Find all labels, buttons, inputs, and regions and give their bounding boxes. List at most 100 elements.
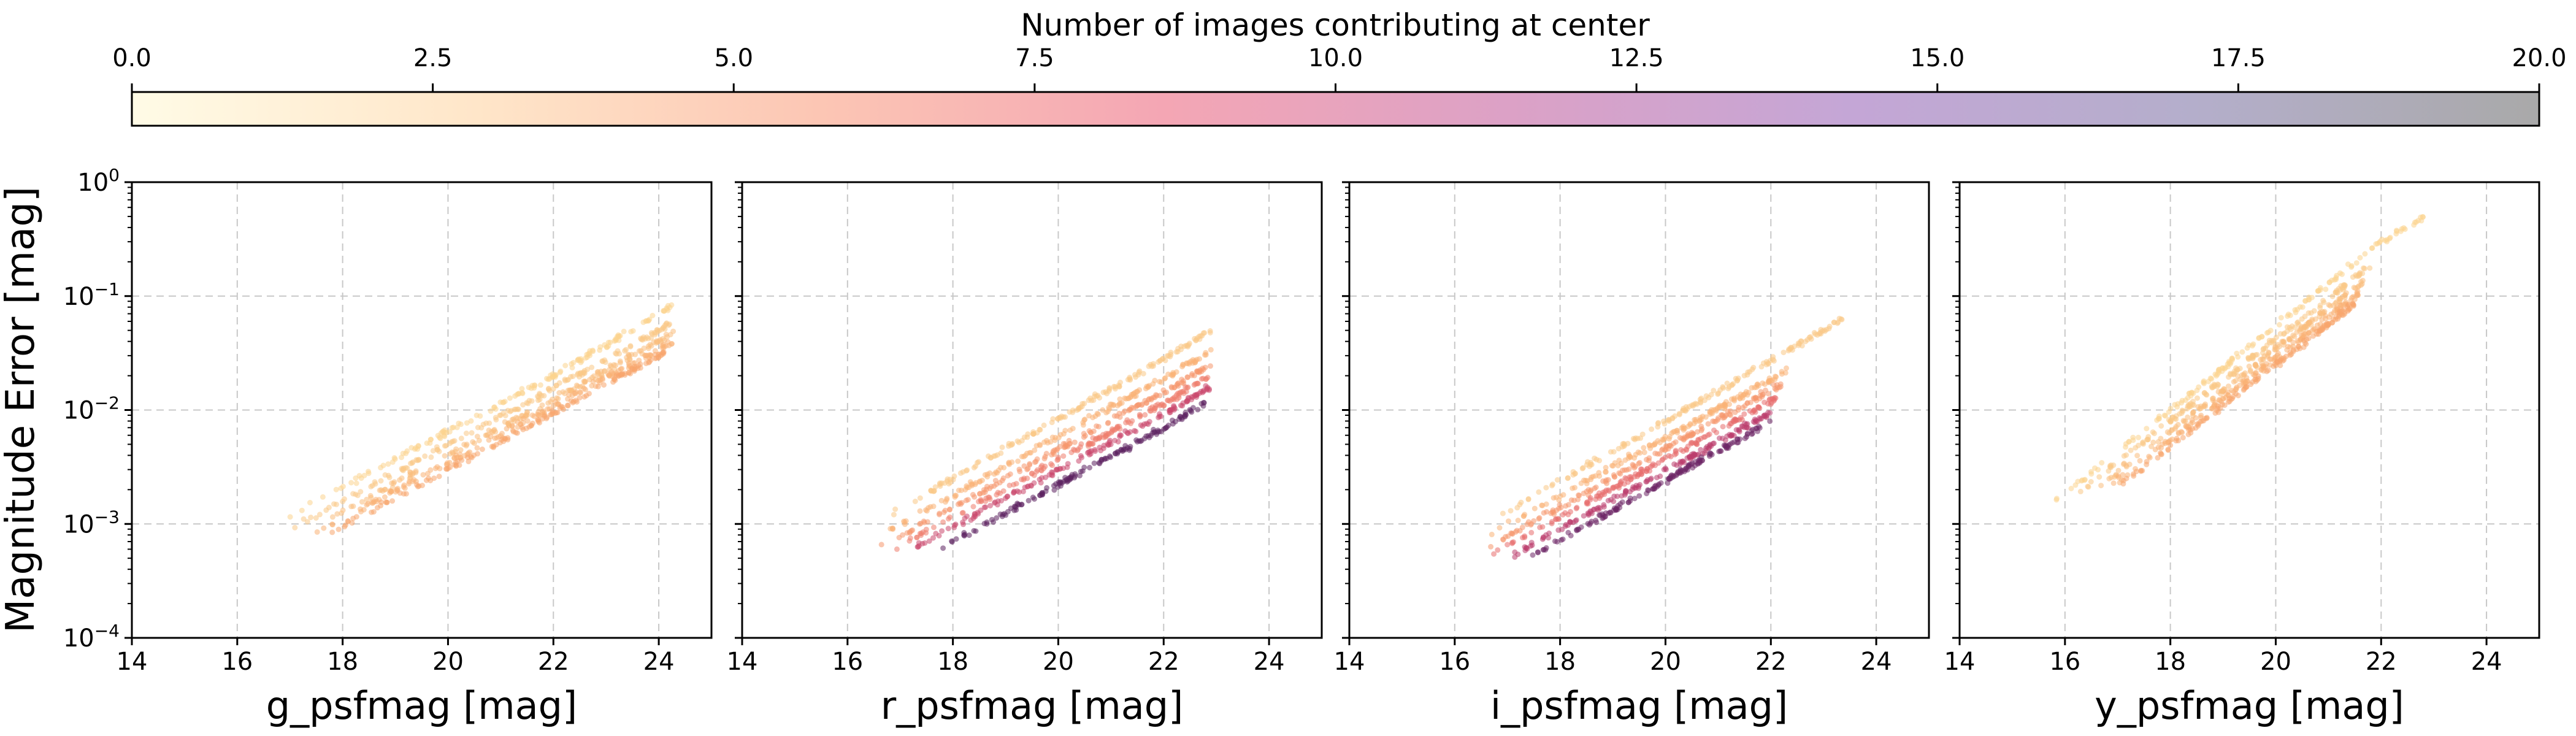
data-point bbox=[442, 453, 448, 459]
data-point bbox=[2189, 417, 2195, 423]
data-point bbox=[2350, 303, 2356, 309]
data-point bbox=[2264, 330, 2270, 336]
data-point bbox=[292, 524, 298, 531]
data-point bbox=[1587, 461, 1593, 467]
data-point bbox=[2333, 289, 2339, 296]
data-point bbox=[2075, 478, 2081, 485]
data-point bbox=[1109, 401, 1115, 407]
data-point bbox=[483, 420, 489, 426]
data-point bbox=[1630, 486, 1636, 493]
data-point bbox=[1171, 385, 1178, 390]
data-point bbox=[2287, 312, 2293, 318]
data-point bbox=[1834, 320, 1841, 326]
data-point bbox=[2294, 329, 2300, 335]
data-point bbox=[994, 515, 1000, 521]
data-point bbox=[2088, 471, 2095, 477]
data-point bbox=[287, 514, 293, 520]
data-point bbox=[2308, 322, 2314, 328]
data-point bbox=[1543, 547, 1549, 553]
data-point bbox=[1554, 539, 1560, 545]
data-point bbox=[1127, 376, 1133, 382]
data-point bbox=[2377, 239, 2383, 245]
data-point bbox=[1119, 448, 1125, 454]
data-point bbox=[468, 418, 474, 424]
data-point bbox=[546, 385, 552, 391]
data-point bbox=[1603, 464, 1609, 470]
data-point bbox=[1662, 454, 1668, 461]
data-point bbox=[1142, 412, 1148, 418]
data-point bbox=[1022, 485, 1028, 491]
data-point bbox=[1033, 469, 1040, 475]
data-point bbox=[509, 423, 515, 429]
data-point bbox=[1744, 431, 1750, 437]
data-point bbox=[1750, 395, 1757, 401]
data-point bbox=[1611, 472, 1617, 478]
data-point bbox=[540, 416, 546, 422]
data-point bbox=[569, 365, 575, 370]
data-point bbox=[2134, 453, 2141, 459]
data-point bbox=[1730, 381, 1736, 387]
data-point bbox=[2239, 349, 2245, 355]
data-point bbox=[558, 368, 564, 374]
data-point bbox=[1735, 439, 1741, 445]
data-point bbox=[1029, 470, 1035, 477]
data-point bbox=[1137, 412, 1143, 418]
data-point bbox=[2336, 286, 2342, 292]
data-point bbox=[435, 432, 441, 439]
data-point bbox=[497, 412, 503, 418]
data-point bbox=[661, 345, 667, 351]
panel-y: 14 16 18 20 22 24 y_psfmag [mag] bbox=[1944, 181, 2540, 728]
data-point bbox=[1760, 392, 1766, 398]
data-point bbox=[1760, 360, 1766, 366]
data-point bbox=[1116, 401, 1122, 407]
data-point bbox=[2233, 386, 2239, 392]
data-point bbox=[589, 364, 595, 370]
data-point bbox=[1593, 518, 1599, 523]
data-point bbox=[2195, 395, 2200, 401]
data-point bbox=[616, 351, 623, 357]
data-point bbox=[1676, 412, 1682, 418]
data-point bbox=[537, 382, 543, 388]
data-point bbox=[424, 440, 430, 447]
data-point bbox=[1117, 380, 1123, 385]
data-point bbox=[1203, 376, 1209, 382]
data-point bbox=[1186, 340, 1192, 347]
data-point bbox=[2220, 396, 2226, 402]
data-point bbox=[1116, 410, 1122, 416]
data-point bbox=[1129, 418, 1135, 424]
data-point bbox=[545, 400, 551, 406]
data-point bbox=[483, 432, 489, 439]
data-point bbox=[1749, 431, 1755, 437]
data-point bbox=[988, 454, 994, 461]
data-point bbox=[499, 431, 505, 437]
data-point bbox=[1741, 411, 1747, 417]
data-point bbox=[1049, 420, 1055, 426]
data-point bbox=[629, 366, 635, 372]
x-tick-label: 22 bbox=[2366, 648, 2397, 676]
data-point bbox=[1506, 518, 1511, 524]
data-point bbox=[2204, 415, 2210, 421]
data-point bbox=[648, 352, 654, 358]
data-point bbox=[2174, 404, 2180, 410]
data-point bbox=[385, 472, 391, 478]
data-point bbox=[333, 486, 339, 493]
data-point bbox=[587, 353, 593, 358]
data-point bbox=[2329, 277, 2335, 283]
data-point bbox=[1662, 466, 1668, 471]
data-point bbox=[1172, 405, 1178, 412]
data-point bbox=[1522, 548, 1528, 553]
data-point bbox=[1185, 394, 1191, 401]
data-point bbox=[2369, 245, 2375, 251]
data-point bbox=[1657, 451, 1663, 457]
data-point bbox=[2306, 329, 2312, 335]
data-point bbox=[1631, 455, 1638, 461]
data-point bbox=[1173, 349, 1179, 355]
data-point bbox=[2299, 316, 2305, 322]
data-point bbox=[1740, 405, 1746, 411]
data-point bbox=[1052, 447, 1058, 453]
data-point bbox=[2266, 350, 2272, 355]
data-point bbox=[1194, 369, 1200, 374]
data-point bbox=[1109, 428, 1115, 434]
data-point bbox=[472, 440, 477, 447]
data-point bbox=[1027, 461, 1033, 467]
